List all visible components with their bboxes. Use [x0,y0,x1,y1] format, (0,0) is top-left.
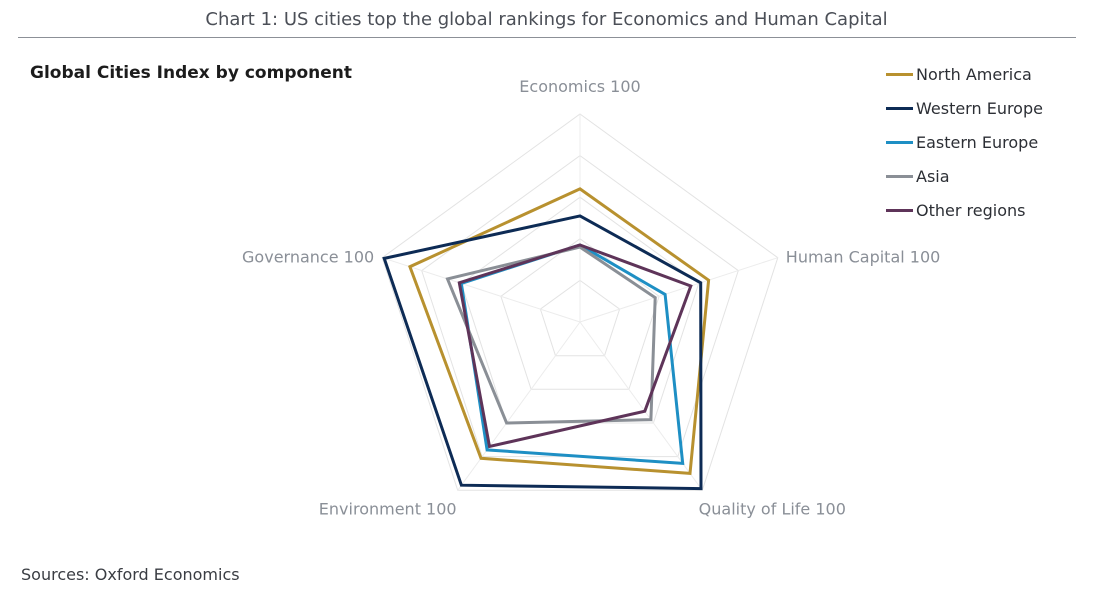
chart-title: Chart 1: US cities top the global rankin… [205,9,888,30]
spoke-5 [382,257,581,323]
source-note: Sources: Oxford Economics [21,565,240,584]
series-other-regions-line [457,243,693,449]
series-eastern-europe-line [459,243,685,466]
series-north-america-line [408,187,711,476]
spoke-2 [579,257,778,323]
legend-item-western-europe: Western Europe [886,91,1086,125]
legend-swatch-asia [886,174,913,178]
legend-item-eastern-europe: Eastern Europe [886,125,1086,159]
legend-swatch-western-europe [886,106,913,110]
chart-subtitle: Global Cities Index by component [30,63,353,83]
legend-item-asia: Asia [886,159,1086,193]
radar-series [382,187,711,491]
title-divider [18,37,1076,38]
legend-label-asia: Asia [916,166,950,186]
legend-label-western-europe: Western Europe [916,98,1043,118]
legend-label-eastern-europe: Eastern Europe [916,132,1039,152]
axis-label-governance: Governance 100 [242,248,374,267]
spoke-4 [457,321,581,491]
legend-label-other-regions: Other regions [916,200,1026,220]
legend: North America Western Europe Eastern Europ… [886,57,1086,227]
axis-label-economics: Economics 100 [519,77,640,96]
spoke-3 [579,321,703,491]
legend-label-north-america: North America [916,64,1032,84]
legend-item-other-regions: Other regions [886,193,1086,227]
series-western-europe-line [382,214,703,491]
radar-spokes [382,114,778,491]
legend-swatch-eastern-europe [886,140,913,144]
grid-ring-2 [500,238,660,390]
axis-labels: Economics 100 Human Capital 100 Quality of… [242,77,940,518]
legend-swatch-other-regions [886,208,913,212]
grid-ring-1 [539,279,621,357]
axis-label-quality-of-life: Quality of Life 100 [699,499,846,518]
grid-ring-5 [381,113,779,491]
axis-label-environment: Environment 100 [319,499,457,518]
axis-label-human-capital: Human Capital 100 [786,248,941,267]
legend-swatch-north-america [886,72,913,76]
legend-item-north-america: North America [886,57,1086,91]
series-asia-line [445,245,657,425]
